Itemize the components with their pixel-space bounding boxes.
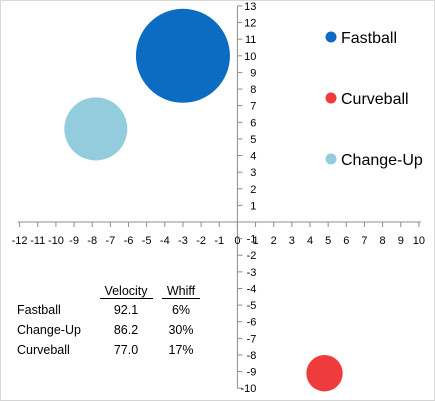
bubble-change-up (64, 97, 128, 161)
legend-label-change-up: Change-Up (341, 152, 423, 169)
y-tick-label: 2 (250, 184, 256, 196)
table-cell: 92.1 (114, 303, 138, 317)
y-tick-label: 1 (250, 200, 256, 212)
y-tick-label: -10 (240, 383, 256, 395)
legend-marker-change-up (325, 153, 337, 165)
x-tick-label: 3 (289, 235, 295, 247)
y-tick-label: 10 (244, 51, 256, 63)
x-tick-label: -8 (87, 235, 97, 247)
x-tick-label: -10 (48, 235, 64, 247)
x-tick-label: -6 (124, 235, 134, 247)
x-tick-label: -9 (69, 235, 79, 247)
table-cell: Fastball (17, 303, 61, 317)
table-header-whiff: Whiff (167, 284, 196, 298)
y-tick-label: 9 (250, 67, 256, 79)
y-tick-label: 12 (244, 18, 256, 30)
x-tick-label: 0 (234, 235, 240, 247)
y-tick-label: -3 (247, 267, 257, 279)
y-tick-label: -4 (247, 283, 257, 295)
x-tick-label: 4 (307, 235, 313, 247)
x-tick-label: -3 (178, 235, 188, 247)
y-tick-label: 4 (250, 151, 256, 163)
x-tick-label: 2 (271, 235, 277, 247)
y-tick-label: -1 (247, 234, 257, 246)
table-cell: 17% (168, 343, 193, 357)
bubbles (64, 8, 343, 392)
legend-marker-fastball (325, 31, 337, 43)
y-tick-label: -7 (247, 333, 257, 345)
y-tick-label: 3 (250, 167, 256, 179)
table-cell: 6% (172, 303, 190, 317)
x-tick-label: -1 (214, 235, 224, 247)
x-tick-label: 6 (343, 235, 349, 247)
legend-marker-curveball (325, 92, 337, 104)
axes: -12 -11 -10 -9 -8 -7 -6 -5 -4 -3 -2 -1 0 1 2 3 4 5 6 7 8 9 101… (12, 1, 425, 395)
y-tick-label: -8 (247, 350, 257, 362)
y-tick-label: -6 (247, 317, 257, 329)
y-tick-label: 6 (250, 117, 256, 129)
table-cell: Change-Up (17, 323, 81, 337)
y-tick-label: -2 (247, 250, 257, 262)
y-tick-label: -5 (247, 300, 257, 312)
x-tick-label: 5 (325, 235, 331, 247)
stats-table: Velocity Whiff Fastball 92.1 6% Change-Up 86.2… (17, 284, 200, 357)
y-tick-label: -9 (247, 367, 257, 379)
table-cell: Curveball (17, 343, 70, 357)
table-cell: 30% (168, 323, 193, 337)
x-tick-label: -7 (105, 235, 115, 247)
table-cell: 77.0 (114, 343, 138, 357)
table-header-velocity: Velocity (104, 284, 148, 298)
legend-label-fastball: Fastball (341, 30, 397, 47)
y-tick-label: 13 (244, 1, 256, 13)
x-tick-label: -12 (12, 235, 28, 247)
y-tick-label: 11 (245, 34, 256, 46)
bubble-curveball (306, 355, 343, 392)
x-tick-label: -2 (196, 235, 206, 247)
x-tick-label: 7 (361, 235, 367, 247)
table-cell: 86.2 (114, 323, 138, 337)
x-tick-label: 10 (413, 235, 425, 247)
x-tick-label: -11 (30, 235, 45, 247)
y-tick-label: 8 (250, 84, 256, 96)
x-tick-label: 9 (398, 235, 404, 247)
y-tick-label: 7 (250, 101, 256, 113)
bubble-fastball (135, 8, 230, 103)
x-tick-label: -4 (160, 235, 170, 247)
y-tick-label: 5 (250, 134, 256, 146)
legend-label-curveball: Curveball (341, 91, 409, 108)
legend: Fastball Curveball Change-Up (325, 30, 423, 169)
x-tick-label: -5 (142, 235, 152, 247)
x-tick-label: 8 (380, 235, 386, 247)
x-tick-label: 1 (252, 235, 258, 247)
